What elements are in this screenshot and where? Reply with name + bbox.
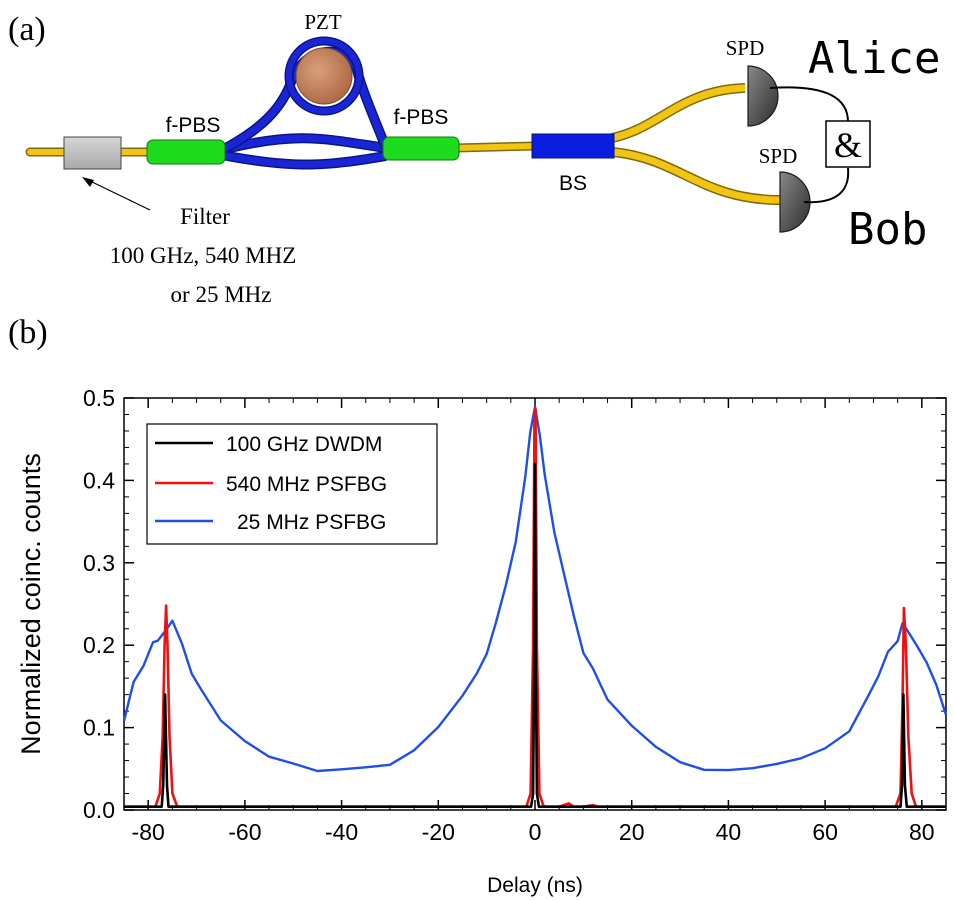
- y-tick-label: 0.3: [83, 550, 115, 576]
- fpbs-left-label: f-PBS: [166, 114, 221, 137]
- x-axis-label: Delay (ns): [487, 874, 583, 897]
- filter-box: [63, 136, 122, 170]
- wire-bottom: [803, 167, 850, 204]
- series-25mhz-psfbg: [122, 405, 948, 773]
- y-tick-label: 0.0: [83, 797, 115, 823]
- x-tick-label: -40: [325, 819, 358, 845]
- x-tick-label: 40: [716, 819, 742, 845]
- y-axis: 0.0 0.1 0.2 0.3 0.4 0.5: [83, 385, 946, 823]
- x-tick-label: -80: [132, 819, 165, 845]
- y-tick-label: 0.1: [83, 715, 115, 741]
- x-tick-label: 0: [529, 819, 542, 845]
- panel-b-label: (b): [8, 314, 48, 351]
- pzt-disc: [295, 47, 353, 105]
- x-tick-label: 80: [909, 819, 935, 845]
- legend-label-25mhz: 25 MHz PSFBG: [237, 511, 386, 534]
- y-tick-label: 0.5: [83, 385, 115, 411]
- filter-label-line3: or 25 MHz: [171, 282, 272, 307]
- fiber-path: [25, 83, 781, 205]
- x-tick-label: -20: [422, 819, 455, 845]
- spd-bottom-label: SPD: [759, 144, 798, 168]
- beam-splitter: [531, 133, 615, 159]
- wire-top: [769, 86, 849, 123]
- filter-arrow: [87, 179, 151, 211]
- fpbs-right: [382, 136, 460, 161]
- fpbs-right-label: f-PBS: [394, 106, 449, 129]
- spd-top: [747, 65, 779, 127]
- coincidence-box: [825, 120, 871, 168]
- pzt-label: PZT: [304, 10, 342, 34]
- filter-label-line2: 100 GHz, 540 MHZ: [110, 243, 297, 268]
- panel-a-label: (a): [8, 11, 46, 48]
- coincidence-chart: 0.0 0.1 0.2 0.3 0.4 0.5 -80 -60 -40 -20 0 20 40 60 80…: [16, 385, 948, 897]
- bob-label: Bob: [848, 204, 927, 255]
- y-tick-label: 0.2: [83, 632, 115, 658]
- series-540mhz-psfbg: [124, 407, 946, 809]
- coincidence-label: &: [834, 125, 862, 165]
- y-tick-label: 0.4: [83, 467, 115, 493]
- alice-label: Alice: [808, 33, 940, 84]
- x-axis: -80 -60 -40 -20 0 20 40 60 80: [123, 398, 947, 845]
- series-100ghz-dwdm: [124, 462, 946, 809]
- x-tick-label: -60: [228, 819, 261, 845]
- spd-bottom: [779, 171, 811, 233]
- x-tick-label: 20: [619, 819, 645, 845]
- fpbs-left: [146, 139, 226, 165]
- panel-a: (a) Filter 100 GHz, 540 MHZ or 25 MHz: [8, 10, 940, 307]
- legend-label-540mhz: 540 MHz PSFBG: [226, 473, 387, 496]
- bs-label: BS: [559, 172, 587, 195]
- polarization-loop: [219, 36, 391, 170]
- filter-label-line1: Filter: [180, 204, 230, 229]
- legend-label-100ghz: 100 GHz DWDM: [226, 433, 382, 456]
- y-axis-label: Normalized coinc. counts: [16, 453, 46, 755]
- filter-arrowhead: [82, 177, 94, 187]
- legend: 100 GHz DWDM 540 MHz PSFBG 25 MHz PSFBG: [146, 423, 438, 545]
- spd-top-label: SPD: [726, 36, 765, 60]
- series-layer: [122, 405, 948, 809]
- x-tick-label: 60: [812, 819, 838, 845]
